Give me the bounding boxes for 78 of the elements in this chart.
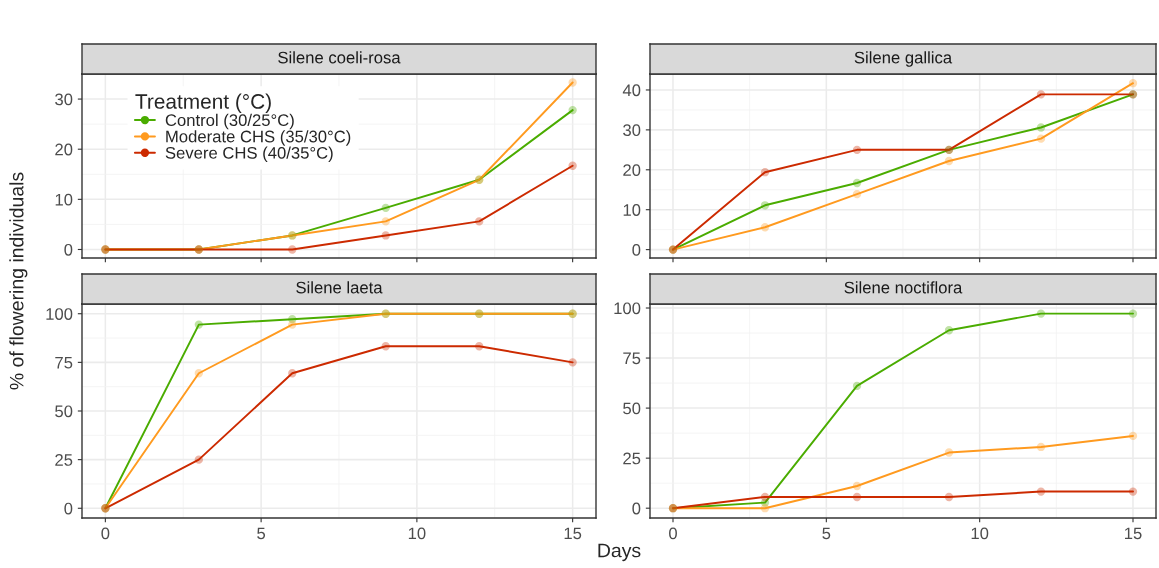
- x-tick-label: 5: [822, 527, 831, 540]
- point: [194, 455, 203, 464]
- point: [568, 105, 577, 115]
- point: [944, 492, 954, 502]
- y-tick-label: 20: [623, 164, 641, 176]
- point: [475, 342, 484, 351]
- y-tick-label: 0: [64, 243, 73, 256]
- x-tick-label: 10: [408, 527, 426, 540]
- point: [381, 217, 390, 226]
- y-tick-label: 25: [623, 452, 641, 465]
- point: [194, 369, 203, 378]
- point: [381, 203, 390, 213]
- y-tick-label: 10: [55, 193, 73, 206]
- point: [852, 381, 862, 391]
- y-tick-label: 30: [55, 93, 73, 106]
- point: [381, 231, 390, 240]
- point: [852, 189, 862, 199]
- y-tick-label: 75: [623, 352, 641, 365]
- point: [381, 342, 390, 351]
- point: [568, 78, 577, 87]
- point: [760, 504, 770, 513]
- legend-label: Control (30/25°C): [165, 113, 294, 130]
- y-axis-title: % of flowering individuals: [9, 172, 28, 390]
- legend-label: Severe CHS (40/35°C): [165, 146, 333, 163]
- x-tick-label: 0: [101, 527, 110, 540]
- y-tick-label: 0: [64, 502, 73, 515]
- point: [568, 161, 577, 170]
- point: [1036, 442, 1046, 452]
- point: [944, 448, 954, 457]
- point: [1036, 134, 1046, 143]
- y-tick-label: 25: [55, 454, 73, 466]
- point: [852, 492, 862, 502]
- point: [194, 320, 203, 329]
- y-tick-label: 50: [623, 402, 641, 415]
- point: [760, 201, 770, 210]
- y-tick-label: 40: [622, 84, 641, 97]
- point: [1036, 487, 1046, 496]
- y-tick-label: 20: [55, 143, 73, 156]
- x-tick-label: 15: [1125, 527, 1142, 540]
- x-tick-label: 5: [257, 527, 266, 540]
- y-tick-label: 10: [623, 204, 641, 216]
- chart-title: Silene coeli-rosa: [278, 51, 401, 64]
- point: [760, 492, 770, 502]
- point: [1128, 79, 1138, 88]
- chart-title: Silene gallica: [854, 51, 953, 67]
- x-tick-label: 0: [669, 527, 677, 540]
- point: [852, 145, 862, 154]
- point: [1036, 309, 1046, 318]
- point: [1128, 487, 1138, 496]
- chart-title: Silene noctiflora: [844, 281, 963, 294]
- point: [1036, 90, 1046, 99]
- x-tick-label: 10: [971, 527, 989, 540]
- point: [1036, 123, 1046, 132]
- point: [288, 320, 297, 329]
- point: [944, 326, 954, 335]
- point: [288, 369, 297, 378]
- legend-label: Moderate CHS (35/30°C): [166, 130, 351, 146]
- y-tick-label: 100: [614, 302, 641, 315]
- y-tick-label: 100: [46, 308, 73, 320]
- point: [475, 217, 484, 226]
- y-tick-label: 0: [632, 244, 641, 256]
- point: [568, 358, 577, 367]
- x-tick-label: 15: [564, 527, 582, 540]
- point: [760, 223, 770, 232]
- point: [1128, 431, 1138, 441]
- y-tick-label: 30: [623, 124, 641, 137]
- point: [944, 156, 954, 166]
- point: [1128, 309, 1138, 318]
- y-tick-label: 0: [632, 502, 641, 515]
- point: [852, 481, 862, 491]
- legend-title: Treatment (°C): [135, 93, 271, 113]
- x-axis-title: Days: [598, 543, 641, 562]
- chart-title: Silene laeta: [296, 281, 383, 294]
- point: [760, 168, 770, 177]
- y-tick-label: 50: [55, 405, 73, 418]
- y-tick-label: 75: [55, 356, 73, 369]
- point: [852, 178, 862, 188]
- point: [288, 245, 297, 254]
